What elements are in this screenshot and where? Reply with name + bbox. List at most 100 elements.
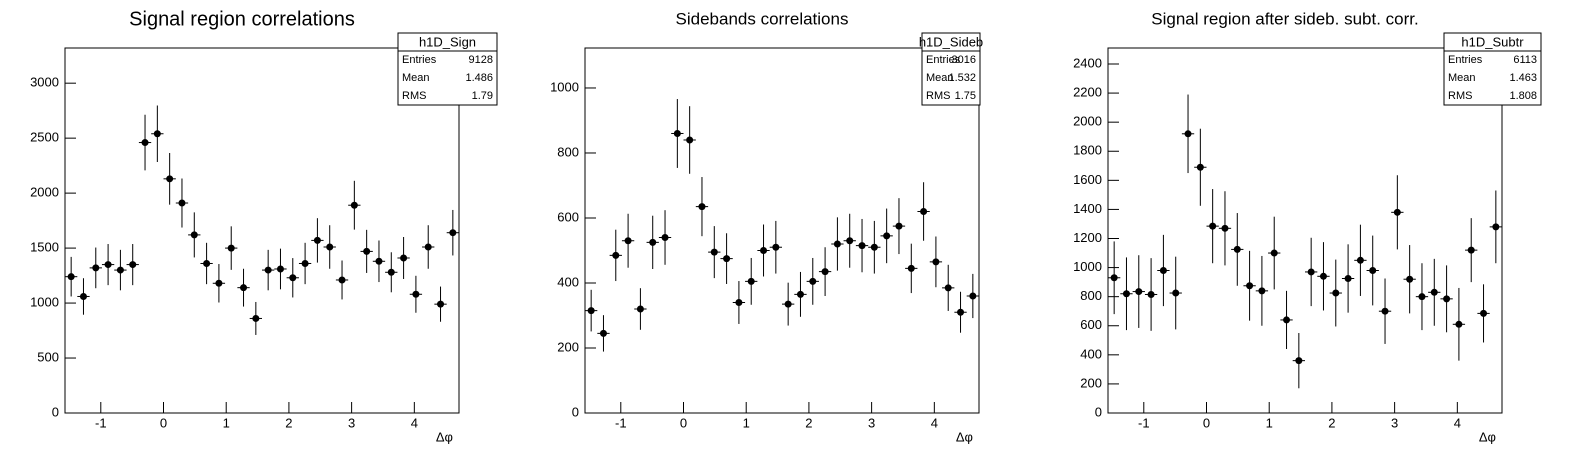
data-point [240,284,248,292]
x-tick-label: 4 [411,415,418,430]
chart-title: Sidebands correlations [676,9,849,28]
data-point [1246,282,1254,290]
y-tick-label: 400 [1080,346,1102,361]
data-point [67,273,75,281]
stats-value: 1.486 [465,72,493,84]
data-point [636,305,644,313]
x-tick-label: 1 [1266,415,1273,430]
y-tick-label: 3000 [30,75,59,90]
stats-title: h1D_Sign [419,34,476,49]
stats-title: h1D_Sideb [919,34,983,49]
y-tick-label: 1000 [30,294,59,309]
data-point [1418,293,1426,301]
data-point [587,307,595,315]
data-point [276,265,284,273]
data-point [227,244,235,252]
data-point [129,261,137,269]
y-tick-label: 1000 [1073,259,1102,274]
data-point [141,139,149,147]
y-tick-label: 2200 [1073,85,1102,100]
data-point [350,201,358,209]
data-point [1270,249,1278,257]
data-point [1480,309,1488,317]
data-point [735,298,743,306]
data-point [313,236,321,244]
data-point [153,130,161,138]
data-point [92,264,100,272]
data-point [437,300,445,308]
stats-label: Entries [402,54,437,66]
x-tick-label: 2 [285,415,292,430]
x-tick-label: 0 [1203,415,1210,430]
data-point [1344,274,1352,282]
data-point [649,238,657,246]
data-point [1369,266,1377,274]
stats-value: 3016 [952,54,976,66]
data-point [612,251,620,259]
stats-label: Mean [1448,72,1476,84]
data-point [1159,266,1167,274]
data-point [215,279,223,287]
stats-value: 6113 [1513,54,1537,66]
y-tick-label: 0 [572,404,579,419]
data-point [944,284,952,292]
y-tick-label: 800 [1080,288,1102,303]
chart-title: Signal region after sideb. subt. corr. [1151,9,1418,28]
data-point [1172,289,1180,297]
x-tick-label: 1 [743,415,750,430]
data-point [772,243,780,251]
data-point [178,199,186,207]
stats-label: RMS [926,90,950,102]
data-point [1443,295,1451,303]
data-point [895,222,903,230]
data-point [1381,307,1389,315]
data-point [264,266,272,274]
data-point [661,233,669,241]
x-tick-label: 4 [1454,415,1461,430]
data-point [412,290,420,298]
stats-value: 9128 [469,54,493,66]
data-point [1233,245,1241,253]
data-point [957,308,965,316]
data-point [1196,163,1204,171]
y-tick-label: 1400 [1073,201,1102,216]
x-tick-label: -1 [1138,415,1150,430]
x-axis-label: Δφ [956,429,973,444]
y-tick-label: 1500 [30,240,59,255]
data-point [375,257,383,265]
data-point [1135,288,1143,296]
data-point [104,261,112,269]
data-point [710,248,718,256]
data-point [723,255,731,263]
data-point [870,243,878,251]
data-point [1209,222,1217,230]
data-point [821,268,829,276]
data-point [809,277,817,285]
data-point [1258,287,1266,295]
y-tick-label: 1000 [550,79,579,94]
data-point [166,175,174,183]
stats-box [1443,32,1542,106]
y-tick-label: 400 [557,274,579,289]
y-tick-label: 500 [37,349,59,364]
y-tick-label: 2000 [30,185,59,200]
stats-label: Mean [926,72,954,84]
y-tick-label: 200 [557,339,579,354]
data-point [424,243,432,251]
stats-value: 1.79 [472,90,493,102]
data-point [326,243,334,251]
data-point [846,237,854,245]
y-tick-label: 2500 [30,130,59,145]
stats-value: 1.75 [955,90,976,102]
y-tick-label: 1600 [1073,172,1102,187]
x-tick-label: -1 [95,415,107,430]
y-tick-label: 1800 [1073,143,1102,158]
y-tick-label: 600 [557,209,579,224]
stats-value: 1.532 [948,72,976,84]
data-point [1295,357,1303,365]
data-point [338,276,346,284]
x-tick-label: 3 [1391,415,1398,430]
data-point [920,207,928,215]
data-point [673,129,681,137]
